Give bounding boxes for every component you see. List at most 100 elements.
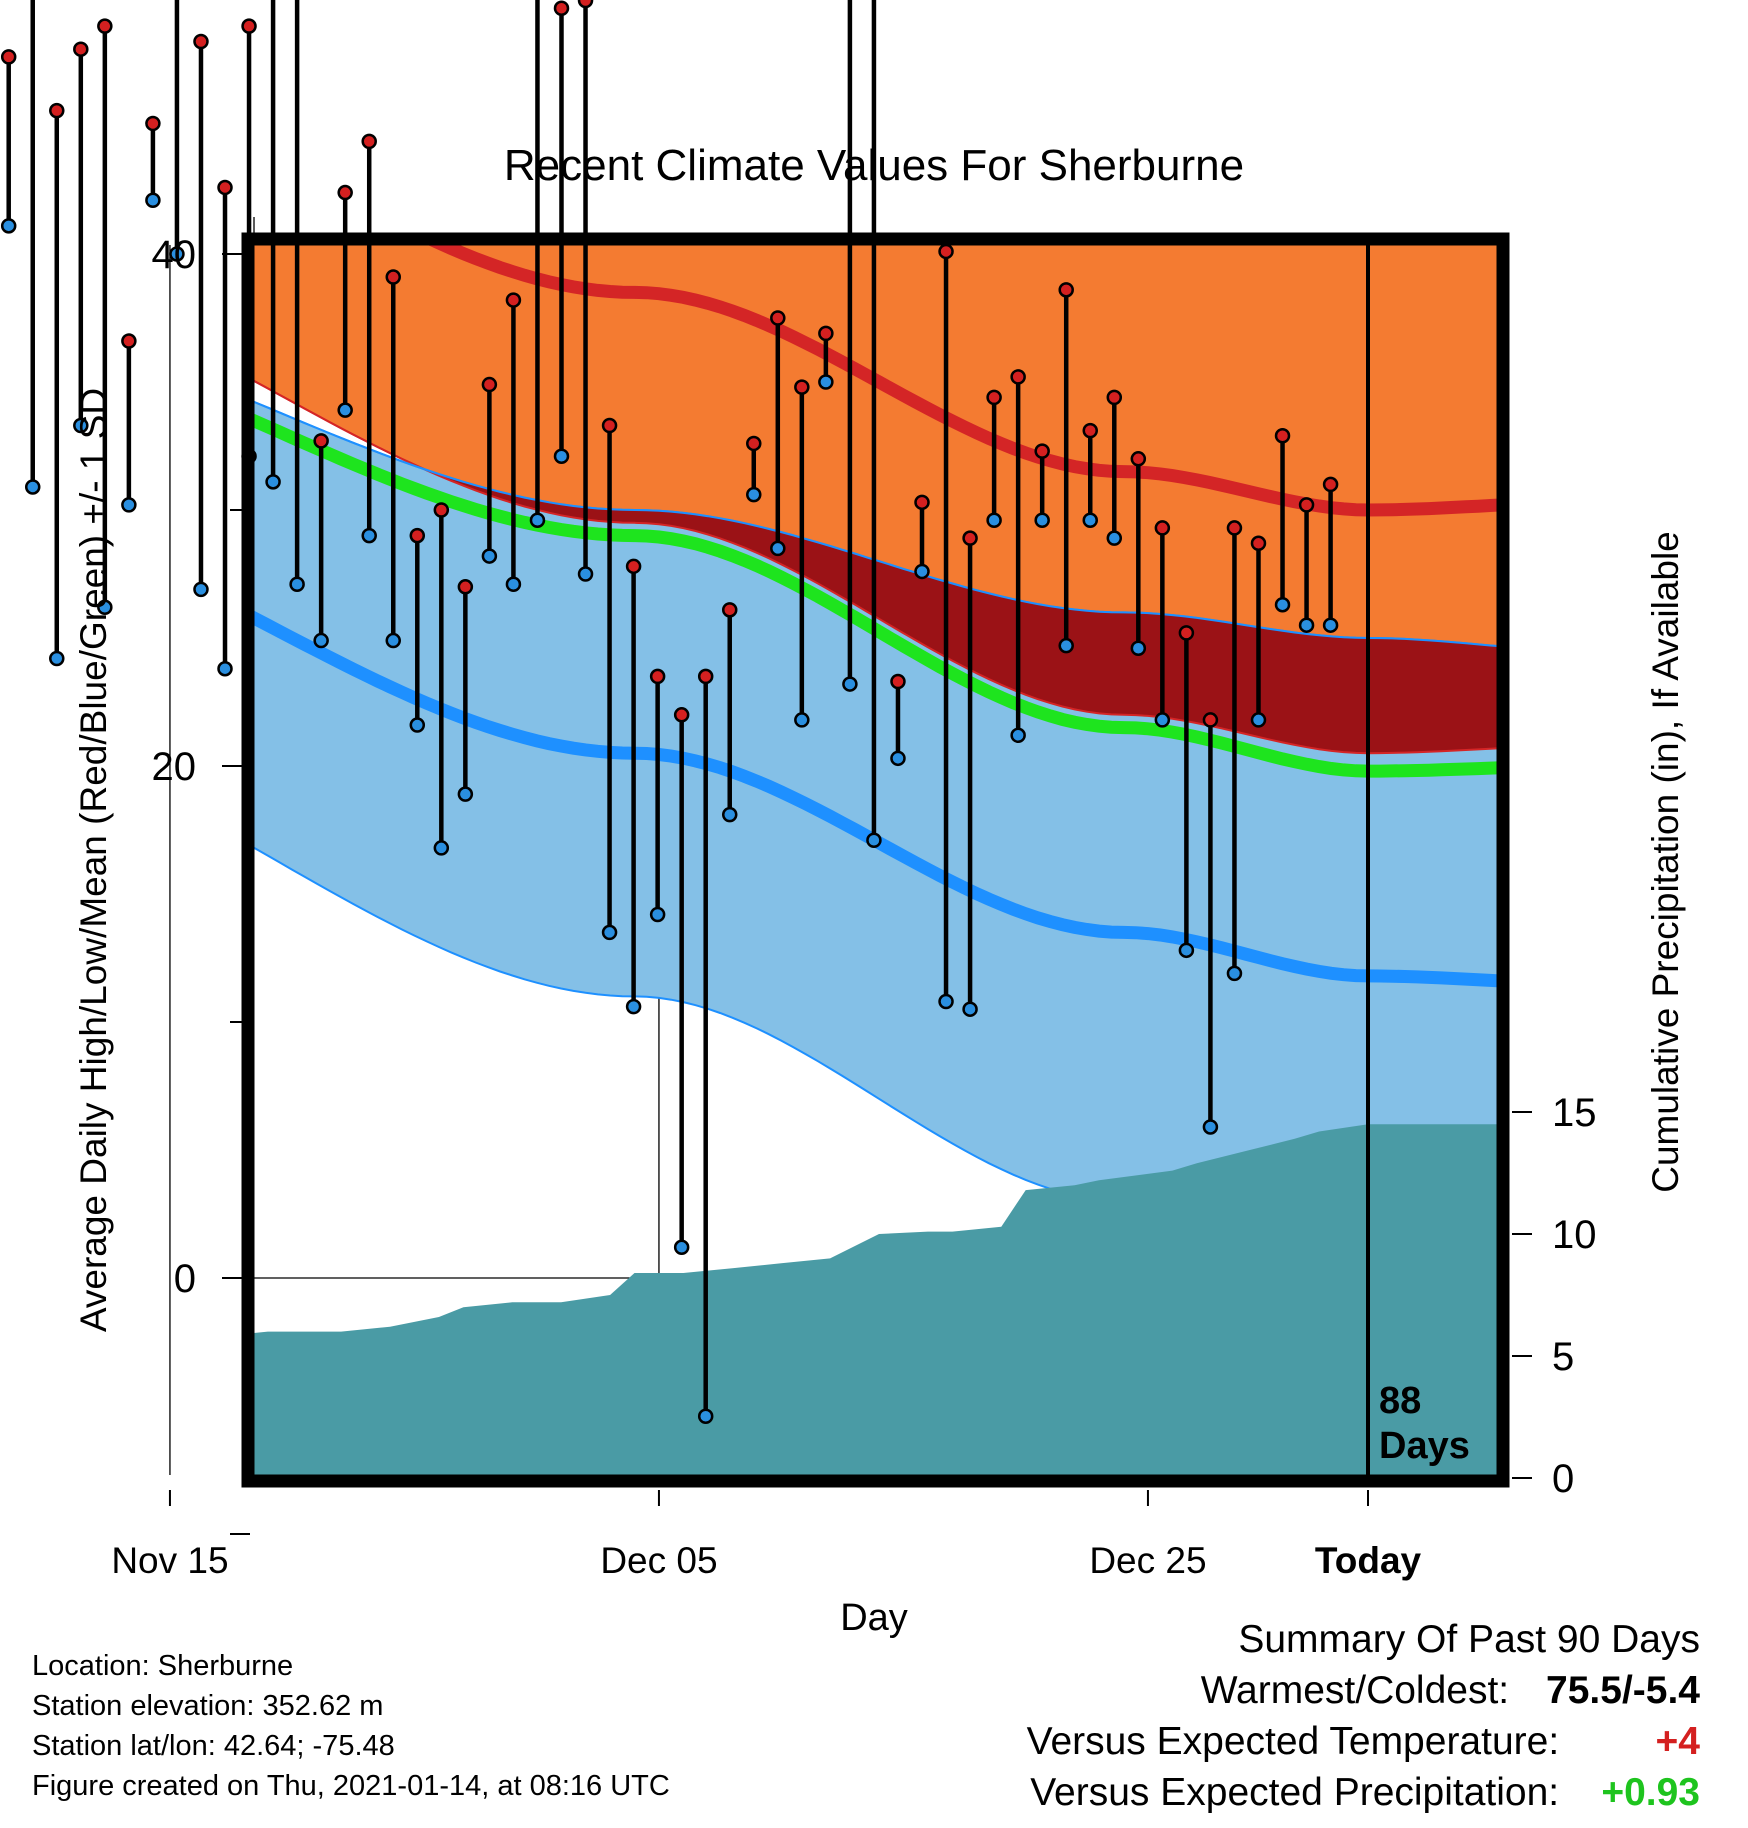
high-marker bbox=[1274, 428, 1291, 444]
high-marker bbox=[1130, 451, 1147, 467]
precip-label: Versus Expected Precipitation: bbox=[1030, 1771, 1560, 1814]
low-marker bbox=[818, 374, 834, 390]
high-marker bbox=[721, 602, 738, 618]
low-marker bbox=[1010, 727, 1026, 744]
high-marker bbox=[481, 376, 498, 393]
low-marker bbox=[121, 497, 137, 513]
y-axis-label: Average Daily High/Low/Mean (Red/Blue/Gr… bbox=[73, 388, 114, 1332]
high-marker bbox=[217, 179, 233, 196]
low-marker bbox=[385, 632, 402, 649]
high-marker bbox=[433, 502, 450, 518]
low-marker bbox=[337, 402, 353, 418]
high-marker bbox=[121, 333, 137, 349]
low-marker bbox=[1034, 512, 1050, 528]
high-marker bbox=[385, 269, 402, 285]
high-marker bbox=[409, 527, 426, 544]
low-marker bbox=[24, 479, 41, 495]
high-marker bbox=[794, 379, 810, 395]
high-marker bbox=[746, 435, 762, 452]
summary-precipitation: Versus Expected Precipitation: +0.93 bbox=[1027, 1767, 1700, 1818]
low-marker bbox=[49, 650, 65, 667]
high-marker bbox=[313, 433, 329, 449]
high-marker bbox=[1154, 520, 1171, 536]
high-marker bbox=[673, 707, 690, 723]
high-marker bbox=[697, 668, 714, 685]
today-days-top: 88 bbox=[1379, 1380, 1421, 1422]
normal-high-line bbox=[427, 245, 1497, 517]
high-marker bbox=[505, 292, 522, 308]
y2-tick-label: 15 bbox=[1552, 1091, 1597, 1135]
station-elevation: Station elevation: 352.62 m bbox=[32, 1690, 384, 1722]
low-marker bbox=[409, 717, 426, 733]
low-upper-edge bbox=[254, 400, 1497, 648]
low-marker bbox=[1154, 712, 1171, 728]
high-marker bbox=[1322, 476, 1339, 493]
low-marker bbox=[1226, 965, 1243, 982]
low-marker bbox=[529, 512, 546, 528]
low-marker bbox=[625, 998, 642, 1015]
high-marker bbox=[1034, 443, 1050, 459]
high-marker bbox=[1298, 497, 1315, 513]
low-marker bbox=[1106, 530, 1123, 546]
low-marker bbox=[97, 599, 113, 616]
today-days-bottom: Days bbox=[1379, 1425, 1470, 1467]
precip-area bbox=[254, 1124, 1497, 1475]
low-marker bbox=[73, 417, 89, 434]
summary-panel: Summary Of Past 90 Days Warmest/Coldest:… bbox=[1027, 1614, 1700, 1818]
high-marker bbox=[649, 668, 666, 685]
high-marker bbox=[962, 530, 978, 546]
low-marker bbox=[962, 1001, 978, 1017]
high-marker bbox=[457, 579, 474, 595]
low-marker bbox=[746, 486, 762, 503]
high-marker bbox=[1250, 535, 1267, 552]
low-marker bbox=[169, 246, 185, 262]
low-marker bbox=[673, 1239, 690, 1256]
high-marker bbox=[0, 49, 17, 65]
station-location: Location: Sherburne bbox=[32, 1650, 294, 1682]
low-marker bbox=[265, 474, 281, 490]
low-marker bbox=[938, 993, 954, 1010]
high-marker bbox=[1058, 282, 1074, 298]
high-marker bbox=[97, 18, 113, 34]
low-marker bbox=[1250, 712, 1267, 728]
low-marker bbox=[433, 840, 450, 856]
low-marker bbox=[361, 527, 377, 544]
high-marker bbox=[938, 243, 954, 260]
high-marker bbox=[49, 102, 65, 119]
low-marker bbox=[1178, 942, 1195, 959]
high-marker bbox=[241, 18, 257, 34]
low-marker bbox=[217, 660, 233, 677]
high-marker bbox=[193, 33, 209, 50]
low-marker bbox=[986, 512, 1002, 528]
y2-axis-label: Cumulative Precipitation (in), If Availa… bbox=[1645, 531, 1686, 1193]
summary-heading: Summary Of Past 90 Days bbox=[1238, 1618, 1700, 1661]
high-marker bbox=[73, 41, 89, 57]
station-latlon: Station lat/lon: 42.64; -75.48 bbox=[32, 1730, 395, 1762]
y2-tick-label: 5 bbox=[1552, 1335, 1574, 1379]
y-tick-label: 0 bbox=[174, 1257, 196, 1301]
y-tick-label: 20 bbox=[152, 745, 197, 789]
low-marker bbox=[1274, 596, 1291, 613]
high-marker bbox=[818, 325, 834, 342]
high-marker bbox=[361, 133, 377, 150]
x-axis-label: Day bbox=[840, 1597, 908, 1639]
high-marker bbox=[1226, 520, 1243, 536]
high-marker bbox=[986, 389, 1002, 406]
low-marker bbox=[697, 1408, 714, 1424]
high-marker bbox=[1010, 369, 1026, 385]
low-marker bbox=[866, 832, 882, 848]
low-marker bbox=[601, 924, 618, 941]
warm-cold-label: Warmest/Coldest: bbox=[1200, 1669, 1510, 1712]
y2-tick-label: 0 bbox=[1552, 1457, 1574, 1501]
high-marker bbox=[1178, 625, 1195, 641]
low-marker bbox=[1202, 1119, 1219, 1135]
high-marker bbox=[145, 115, 161, 132]
high-marker bbox=[1202, 712, 1219, 728]
low-marker bbox=[481, 548, 498, 564]
low-marker bbox=[649, 906, 666, 923]
x-tick-label: Dec 25 bbox=[1089, 1540, 1206, 1581]
summary-temperature: Versus Expected Temperature: +4 bbox=[1027, 1716, 1700, 1767]
low-marker bbox=[890, 750, 906, 767]
high-marker bbox=[914, 494, 930, 511]
